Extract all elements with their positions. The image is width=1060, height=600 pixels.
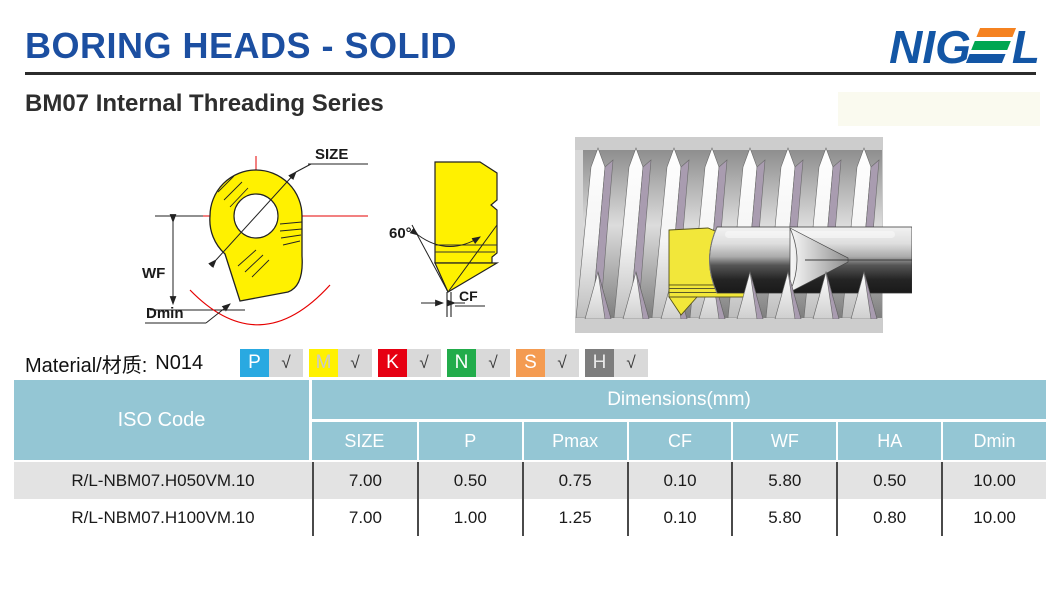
logo-e-bars-icon — [965, 27, 1016, 63]
table-cell: 5.80 — [731, 499, 837, 536]
insert-front-view-diagram: SIZE WF Dmin — [142, 146, 368, 326]
cutting-insert — [668, 227, 749, 316]
grade-p: P √ — [240, 349, 303, 377]
insert-side-view-diagram: 60° CF — [389, 161, 500, 317]
checkmark-icon: √ — [545, 349, 579, 377]
size-label: SIZE — [315, 146, 348, 163]
watermark-box — [838, 92, 1040, 126]
grade-letter: P — [240, 349, 269, 377]
logo-text-nig: NIG — [889, 21, 971, 73]
angle-label: 60° — [389, 225, 412, 242]
table-cell: 0.80 — [836, 499, 942, 536]
table-cell: 7.00 — [312, 462, 417, 499]
col-header-wf: WF — [731, 422, 837, 462]
dimensions-table: ISO Code Dimensions(mm) SIZE P Pmax CF W… — [14, 380, 1046, 536]
table-cell: 7.00 — [312, 499, 417, 536]
thread-cutting-render — [575, 137, 912, 333]
series-subtitle: BM07 Internal Threading Series — [25, 90, 384, 117]
table-cell: 5.80 — [731, 462, 837, 499]
checkmark-icon: √ — [476, 349, 510, 377]
boring-bar — [709, 226, 912, 294]
grade-letter: K — [378, 349, 407, 377]
cf-label: CF — [459, 288, 478, 304]
col-header-ha: HA — [836, 422, 942, 462]
col-header-cf: CF — [626, 422, 732, 462]
iso-code-cell: R/L-NBM07.H050VM.10 — [14, 462, 312, 499]
grade-m: M √ — [309, 349, 372, 377]
logo-text-l: L — [1011, 21, 1040, 73]
table-cell: 0.50 — [416, 462, 522, 499]
checkmark-icon: √ — [269, 349, 303, 377]
col-header-p: P — [416, 422, 522, 462]
table-cell: 1.00 — [416, 499, 522, 536]
grade-s: S √ — [516, 349, 579, 377]
material-row: Material/材质: N014 — [25, 349, 203, 377]
material-value: N014 — [155, 351, 204, 374]
table-cell: 10.00 — [941, 462, 1046, 499]
col-header-dmin: Dmin — [941, 422, 1046, 462]
checkmark-icon: √ — [407, 349, 441, 377]
col-header-size: SIZE — [312, 422, 417, 462]
table-cell: 0.10 — [626, 462, 732, 499]
checkmark-icon: √ — [338, 349, 372, 377]
material-grades: P √ M √ K √ N √ S √ H √ — [240, 349, 648, 377]
dmin-label: Dmin — [146, 305, 184, 322]
grade-letter: S — [516, 349, 545, 377]
material-label: Material/材质: — [25, 354, 148, 377]
grade-h: H √ — [585, 349, 648, 377]
table-cell: 0.75 — [521, 462, 627, 499]
grade-letter: H — [585, 349, 614, 377]
header-divider — [25, 72, 1036, 75]
col-header-pmax: Pmax — [521, 422, 627, 462]
brand-logo: NIG L — [889, 22, 1040, 72]
iso-code-header: ISO Code — [14, 380, 312, 462]
iso-code-cell: R/L-NBM07.H100VM.10 — [14, 499, 312, 536]
grade-letter: M — [309, 349, 338, 377]
table-cell: 10.00 — [941, 499, 1046, 536]
grade-letter: N — [447, 349, 476, 377]
dimensions-header: Dimensions(mm) — [312, 380, 1046, 422]
table-cell: 0.50 — [836, 462, 942, 499]
table-cell: 1.25 — [521, 499, 627, 536]
checkmark-icon: √ — [614, 349, 648, 377]
page-title: BORING HEADS - SOLID — [25, 25, 458, 66]
table-cell: 0.10 — [626, 499, 732, 536]
grade-k: K √ — [378, 349, 441, 377]
wf-label: WF — [142, 265, 165, 282]
insert-profile — [434, 161, 498, 264]
grade-n: N √ — [447, 349, 510, 377]
